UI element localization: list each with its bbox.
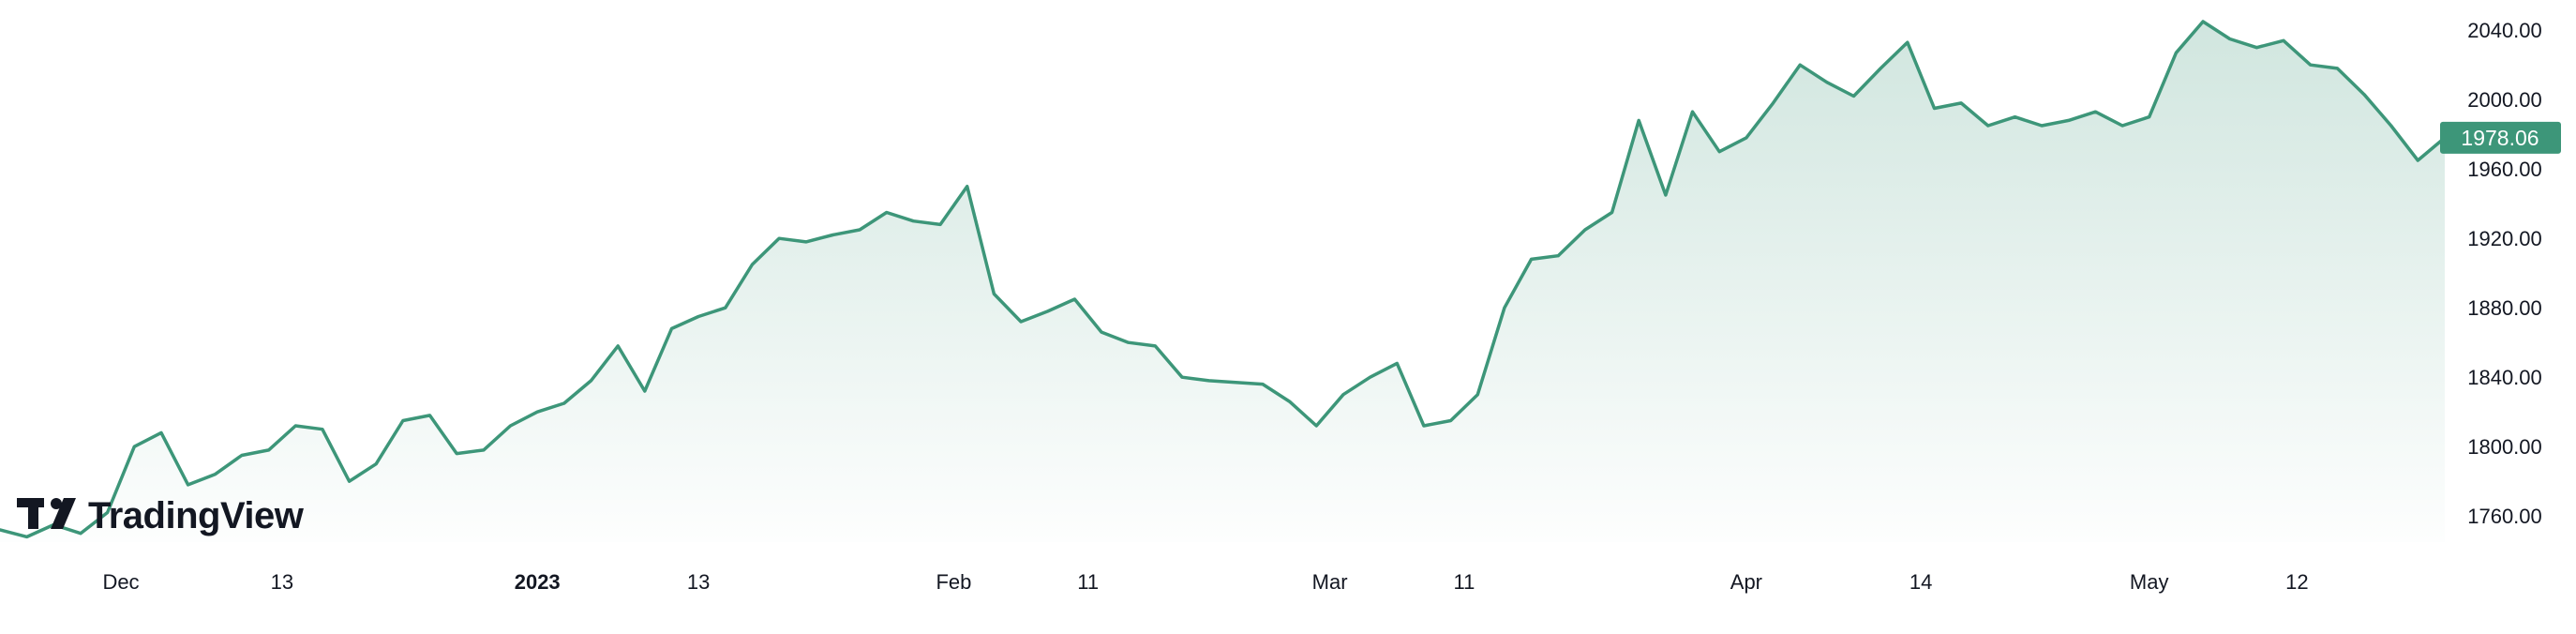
tradingview-logo-icon — [17, 498, 76, 529]
y-tick-label: 1800.00 — [2467, 435, 2542, 459]
x-tick-label: 11 — [1453, 570, 1475, 594]
x-tick-label: Feb — [936, 570, 971, 594]
y-tick-label: 1880.00 — [2467, 296, 2542, 320]
x-tick-label: May — [2130, 570, 2169, 594]
y-tick-label: 2040.00 — [2467, 19, 2542, 42]
last-price-text: 1978.06 — [2461, 126, 2539, 150]
x-tick-label: 2023 — [515, 570, 561, 594]
tradingview-logo[interactable]: TradingView — [17, 495, 305, 536]
tradingview-wordmark: TradingView — [88, 495, 305, 536]
price-area-fill — [0, 22, 2445, 542]
y-tick-label: 1760.00 — [2467, 505, 2542, 528]
y-tick-label: 1960.00 — [2467, 158, 2542, 181]
x-tick-label: 14 — [1910, 570, 1932, 594]
last-price-background — [2440, 121, 2561, 154]
y-tick-label: 1920.00 — [2467, 227, 2542, 250]
x-tick-label: Dec — [102, 570, 139, 594]
last-price-label: 1978.06 — [2440, 121, 2561, 154]
price-line — [0, 20, 2447, 539]
x-tick-label: 13 — [271, 570, 293, 594]
y-tick-label: 1840.00 — [2467, 366, 2542, 389]
x-tick-label: 12 — [2285, 570, 2308, 594]
x-tick-label: Apr — [1730, 570, 1762, 594]
y-tick-label: 2000.00 — [2467, 88, 2542, 112]
y-axis: 1760.00 1800.00 1840.00 1880.00 1920.00 1960.… — [2467, 19, 2542, 528]
x-axis: Dec 13 2023 13 Feb 11 Mar 11 Apr 14 May 12 — [102, 570, 2308, 594]
x-tick-label: 13 — [687, 570, 710, 594]
x-tick-label: 11 — [1077, 570, 1099, 594]
x-tick-label: Mar — [1312, 570, 1348, 594]
